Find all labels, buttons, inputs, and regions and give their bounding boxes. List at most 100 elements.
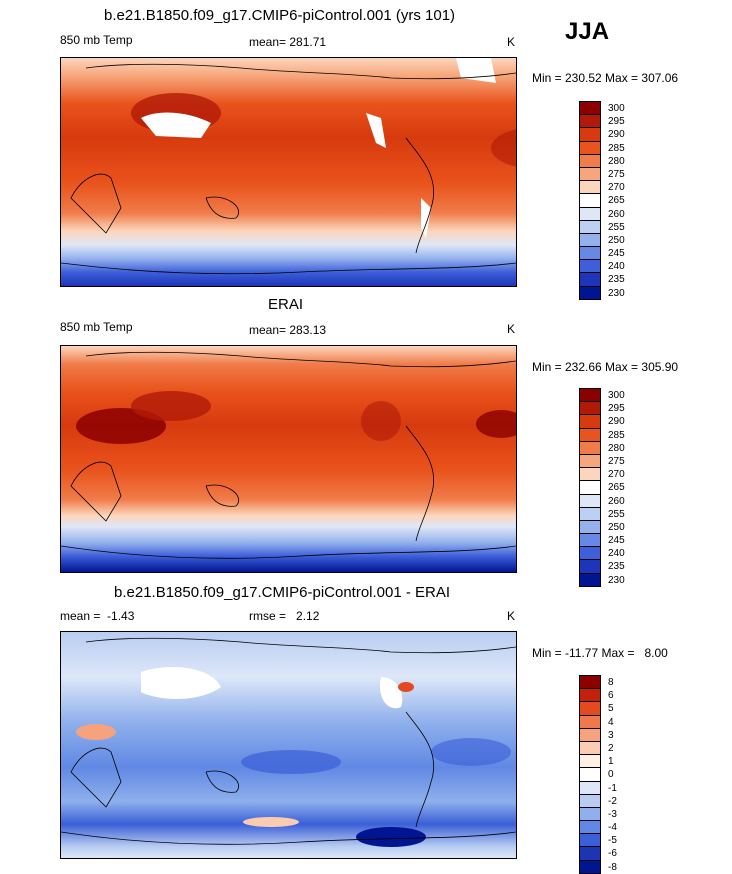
colorbar-label: 295 [608,403,625,415]
colorbar-label: 290 [608,129,625,141]
panel1-map [60,57,517,287]
colorbar-swatch: 230 [579,285,625,300]
colorbar-swatch: 245 [579,533,625,547]
panel2-mean-label: mean= [249,323,287,337]
colorbar-swatch: 285 [579,140,625,154]
colorbar-swatch: 290 [579,414,625,428]
panel2-variable: 850 mb Temp [60,320,133,334]
colorbar-swatch: -5 [579,833,617,847]
panel2-mean-value: 283.13 [289,323,327,337]
colorbar-swatch: 260 [579,206,625,220]
colorbar-swatch: 255 [579,219,625,233]
colorbar-label: 235 [608,274,625,286]
colorbar-swatch: 255 [579,506,625,520]
panel2-map [60,345,517,573]
colorbar-swatch: 270 [579,180,625,194]
panel3-field [61,632,516,858]
panel2-mean: mean= 283.13 [249,323,326,337]
colorbar-label: 255 [608,508,625,520]
colorbar-swatch: 245 [579,246,625,260]
panel2-minmax: Min = 232.66 Max = 305.90 [532,360,679,374]
colorbar-label: 275 [608,168,625,180]
colorbar-swatch: 295 [579,114,625,128]
colorbar-label: 6 [608,690,614,702]
colorbar-swatch: -4 [579,820,617,834]
panel3-rmse: rmse = 2.12 [249,609,319,623]
colorbar-swatch: 295 [579,401,625,415]
colorbar-swatch: -2 [579,793,617,807]
panel3-rmse-value: 2.12 [296,609,320,623]
colorbar-swatch: 2 [579,740,614,755]
colorbar-swatch: 300 [579,388,625,402]
colorbar-label: 1 [608,756,614,768]
colorbar-label: 260 [608,495,625,507]
panel2-units: K [507,322,516,336]
colorbar-swatch: 1 [579,754,614,768]
panel1-mean-value: 281.71 [289,35,327,49]
panel3-rmse-label: rmse = [249,609,287,623]
panel3-units: K [507,609,516,623]
colorbar-swatch: 280 [579,440,625,454]
colorbar-label: 275 [608,455,625,467]
colorbar-swatch: 270 [579,467,625,481]
colorbar-label: 3 [608,729,614,741]
colorbar-swatch: 250 [579,232,625,247]
season-label: JJA [565,18,610,45]
colorbar-swatch: 8 [579,675,614,689]
colorbar-label: 270 [608,182,625,194]
panel1-variable: 850 mb Temp [60,33,133,47]
colorbar-swatch: 265 [579,480,625,494]
colorbar-swatch: 0 [579,767,614,781]
colorbar-label: 230 [608,574,625,586]
colorbar-label: 8 [608,677,614,688]
panel3-title: b.e21.B1850.f09_g17.CMIP6-piControl.001 … [114,584,451,601]
colorbar-swatch: 275 [579,453,625,468]
colorbar-swatch: 285 [579,427,625,441]
colorbar-label: 245 [608,248,625,260]
colorbar-swatch: 235 [579,559,625,573]
colorbar-label: 5 [608,703,614,715]
colorbar-label: 250 [608,521,625,533]
panel3-mean: mean = -1.43 [60,609,134,623]
colorbar-swatch: 290 [579,127,625,141]
panel1-title: b.e21.B1850.f09_g17.CMIP6-piControl.001 … [104,7,456,24]
colorbar-label: 285 [608,429,625,441]
colorbar-label: -8 [608,861,617,873]
colorbar-swatch: -6 [579,846,617,860]
colorbar-label: 0 [608,769,614,781]
colorbar-label: 280 [608,155,625,167]
colorbar-label: 290 [608,416,625,428]
panel2-title: ERAI [268,296,304,313]
colorbar-swatch: 240 [579,546,625,560]
panel2-colorbar: 300 295 290 285 280 275 270 265 260 255 250 245 240 2… [579,388,625,587]
panel1-colorbar: 300 295 290 285 280 275 270 265 260 255 250 245 240 2… [579,101,625,300]
panel2-field [61,346,516,572]
colorbar-label: 4 [608,716,614,728]
colorbar-label: 300 [608,103,625,114]
colorbar-label: 250 [608,234,625,246]
colorbar-swatch: 240 [579,259,625,273]
colorbar-label: 300 [608,390,625,401]
colorbar-swatch: 4 [579,714,614,728]
colorbar-swatch: 250 [579,519,625,534]
colorbar-swatch: 300 [579,101,625,115]
colorbar-swatch: 265 [579,193,625,207]
colorbar-swatch: 3 [579,727,614,741]
colorbar-label: 240 [608,548,625,560]
colorbar-swatch: 260 [579,493,625,507]
colorbar-swatch: 230 [579,572,625,587]
colorbar-swatch: -8 [579,859,617,874]
colorbar-label: 255 [608,221,625,233]
colorbar-swatch: 6 [579,688,614,702]
colorbar-label: -2 [608,795,617,807]
colorbar-label: -5 [608,835,617,847]
colorbar-label: 285 [608,142,625,154]
panel1-mean-label: mean= [249,35,287,49]
panel1-units: K [507,35,516,49]
colorbar-swatch: 275 [579,166,625,181]
panel3-mean-value: -1.43 [107,609,135,623]
panel3-minmax: Min = -11.77 Max = 8.00 [532,646,668,660]
colorbar-label: 230 [608,287,625,299]
colorbar-label: 265 [608,195,625,207]
colorbar-label: 270 [608,469,625,481]
